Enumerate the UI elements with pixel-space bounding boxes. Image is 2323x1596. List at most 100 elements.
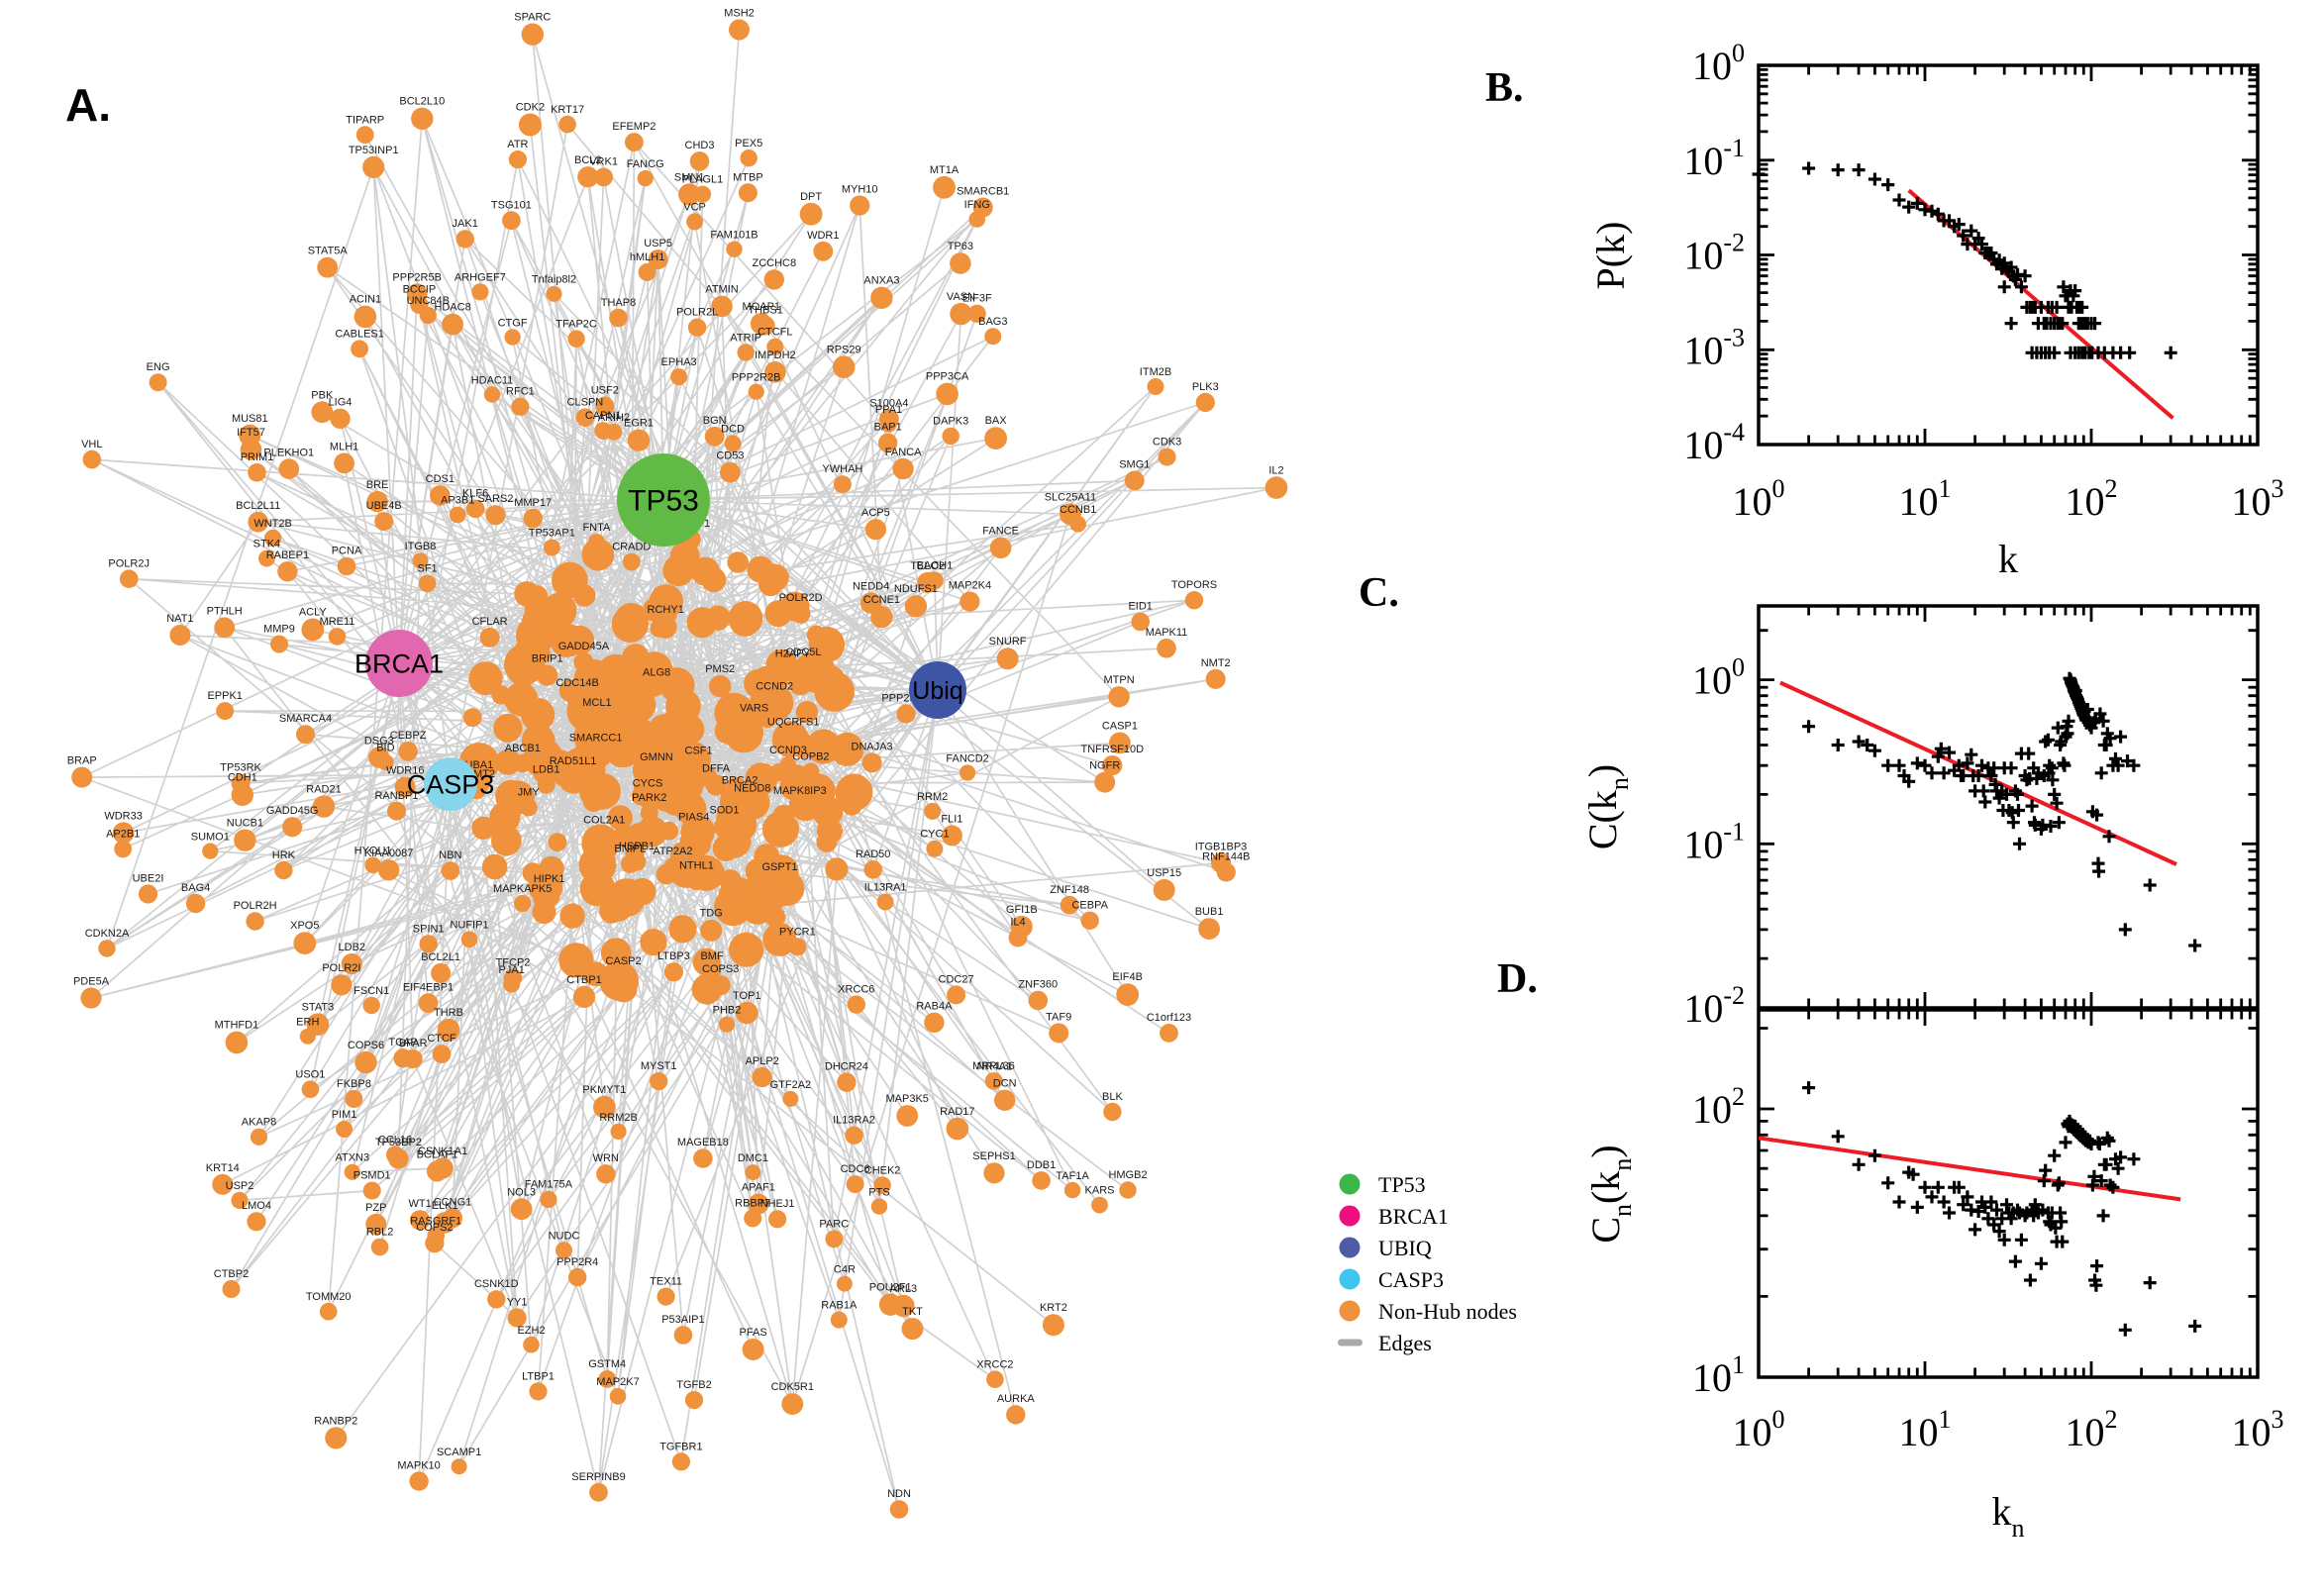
gene-node	[355, 126, 374, 145]
gene-node	[1153, 878, 1175, 901]
gene-label: TNFRSF10D	[1081, 744, 1145, 755]
gene-node	[984, 427, 1007, 449]
gene-node	[572, 584, 596, 607]
gene-node	[968, 211, 986, 228]
gene-node	[950, 302, 972, 326]
gene-node	[879, 409, 899, 430]
gene-node	[629, 877, 656, 906]
gene-label: BAX	[985, 415, 1008, 427]
gene-label: MTBP	[733, 171, 763, 183]
gene-node	[599, 898, 625, 924]
gene-node	[663, 857, 682, 876]
gene-node	[745, 762, 778, 796]
gene-node	[752, 1066, 772, 1088]
gene-node	[745, 1164, 761, 1181]
gene-node	[729, 605, 761, 637]
gene-label: EFEMP2	[612, 121, 656, 133]
gene-node	[483, 386, 501, 403]
gene-node	[754, 844, 780, 869]
gene-label: TDG	[699, 908, 722, 920]
gene-node	[468, 661, 503, 696]
gene-label: PYCR1	[779, 926, 816, 938]
gene-label: C1orf123	[1147, 1012, 1191, 1024]
gene-node	[870, 286, 893, 309]
gene-node	[688, 756, 709, 777]
gene-label: MT1A	[930, 164, 960, 176]
gene-node	[248, 463, 266, 482]
gene-label: IL13RA2	[833, 1115, 875, 1127]
gene-label: CEBPA	[1071, 900, 1108, 912]
gene-node	[344, 1163, 360, 1180]
gene-node	[365, 1213, 387, 1235]
gene-node	[686, 213, 704, 231]
gene-label: NOL3	[507, 1186, 536, 1198]
gene-label: BRIP1	[532, 652, 563, 664]
gene-node	[621, 854, 640, 873]
gene-label: PPP2R2B	[732, 372, 781, 384]
gene-label: LDB2	[339, 942, 366, 953]
y-axis-title: P(k)	[1588, 222, 1633, 290]
gene-label: FANCA	[885, 447, 922, 458]
gene-label: NEDD8	[734, 783, 770, 795]
gene-label: POU2F1	[869, 1281, 912, 1293]
gene-node	[788, 938, 807, 956]
gene-node	[504, 329, 521, 346]
gene-label: TP63	[948, 241, 973, 252]
gene-node	[394, 776, 416, 798]
gene-label: ITGB1BP3	[1195, 842, 1248, 853]
gene-label: FNTA	[582, 522, 611, 534]
gene-label: NGFR	[1089, 760, 1120, 772]
gene-node	[491, 825, 522, 856]
x-axis-title: kn	[1992, 1489, 2025, 1543]
gene-label: ELK1	[432, 1200, 458, 1212]
hub-label: TP53	[628, 485, 699, 518]
gene-node	[889, 1500, 909, 1519]
gene-label: FKBP8	[337, 1078, 371, 1090]
gene-label: EPHA3	[661, 356, 697, 368]
gene-label: SOD1	[710, 804, 740, 816]
gene-node	[504, 682, 539, 717]
gene-label: RABEP1	[266, 549, 309, 561]
gene-node	[1131, 612, 1150, 632]
gene-label: CASP2	[606, 955, 642, 967]
gene-label: CCNG1	[434, 1196, 472, 1208]
gene-node	[917, 571, 939, 593]
gene-label: CHEK2	[864, 1164, 901, 1176]
gene-label: GFI1B	[1006, 904, 1038, 916]
gene-node	[487, 1290, 506, 1309]
gene-label: USP5	[644, 238, 672, 249]
gene-node	[518, 113, 542, 137]
gene-label: HSPB1	[619, 841, 655, 852]
gene-node	[362, 155, 385, 178]
gene-label: ERH	[296, 1017, 319, 1029]
gene-node	[589, 1482, 608, 1502]
gene-node	[791, 797, 808, 814]
gene-label: APLP2	[746, 1055, 779, 1067]
gene-node	[398, 742, 418, 761]
gene-label: SERPINB9	[571, 1471, 625, 1483]
tick-label: 101	[1899, 474, 1952, 524]
gene-label: TOMM20	[306, 1291, 352, 1303]
hub-nodes: TP53 BRCA1 Ubiq CASP3	[354, 453, 966, 811]
gene-node	[1157, 639, 1176, 658]
gene-label: MMP9	[263, 624, 295, 636]
gene-label: TKT	[902, 1306, 923, 1318]
gene-label: EPPK1	[207, 690, 242, 702]
gene-label: CDK5R1	[771, 1381, 814, 1393]
gene-label: DMC1	[738, 1152, 768, 1164]
panel-label-c: C.	[1359, 570, 1399, 616]
gene-label: NTHL1	[679, 859, 714, 871]
gene-label: SCAMP1	[437, 1446, 481, 1458]
gene-label: PPP2R5B	[392, 271, 442, 283]
legend-label: BRCA1	[1378, 1204, 1449, 1229]
gene-label: TP53AP1	[529, 528, 575, 540]
gene-node	[763, 269, 784, 290]
gene-node	[996, 648, 1019, 670]
gene-label: ARIH2	[598, 412, 630, 424]
gene-label: NEDD4	[853, 580, 889, 592]
gene-node	[627, 429, 651, 451]
gene-node	[696, 557, 715, 577]
gene-node	[659, 821, 678, 841]
gene-node	[364, 856, 381, 874]
